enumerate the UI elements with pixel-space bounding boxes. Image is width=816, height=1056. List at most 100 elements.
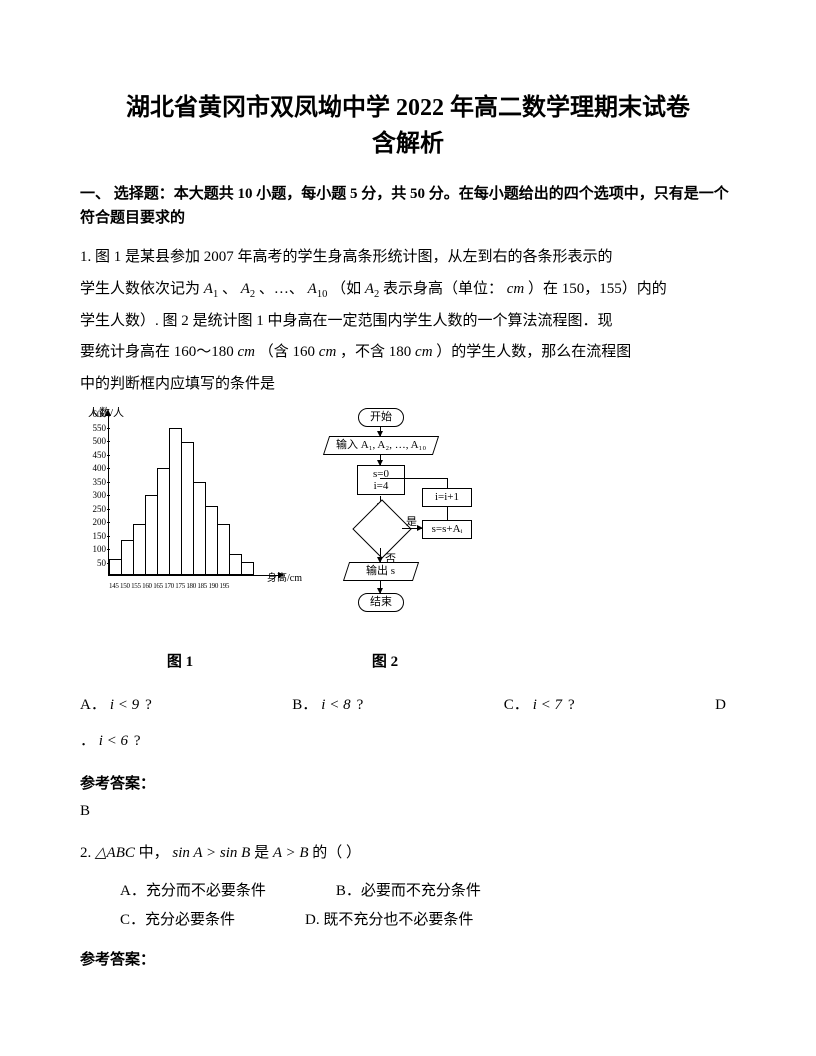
unit-cm: cm [415, 344, 433, 360]
ytick: 600 [93, 409, 107, 419]
hist-xticks: 145 150 155 160 165 170 175 180 185 190 … [109, 582, 229, 590]
q1-text: ）在 150，155）内的 [528, 281, 667, 297]
flow-inc: i=i+1 [422, 488, 472, 507]
unit-cm: cm [319, 344, 337, 360]
hist-xlabel: 身高/cm [267, 569, 302, 584]
hist-yticks: 50 100 150 200 250 300 350 400 450 500 5… [80, 414, 108, 576]
doc-title: 湖北省黄冈市双凤坳中学 2022 年高二数学理期末试卷 含解析 [80, 90, 736, 162]
page: 湖北省黄冈市双凤坳中学 2022 年高二数学理期末试卷 含解析 一、 选择题：本… [0, 0, 816, 1056]
answer-label: 参考答案： [80, 772, 736, 793]
q1-text: 中的判断框内应填写的条件是 [80, 376, 275, 392]
var-A2: A [241, 281, 250, 297]
flow-yes-label: 是 [406, 513, 417, 529]
option-d-cont: ． i < 6 ? [80, 726, 736, 758]
q1-text: 、…、 [259, 281, 304, 297]
ytick: 50 [97, 558, 106, 568]
q2-num: 2. [80, 845, 95, 861]
unit-cm: cm [507, 281, 525, 297]
opt-expr: i < 9 [110, 689, 139, 722]
q1-answer: B [80, 803, 736, 820]
ytick: 250 [93, 504, 107, 514]
hist-x-axis [108, 575, 280, 576]
option-d: D [715, 689, 726, 722]
opt-label: A． [80, 689, 106, 722]
unit-cm: cm [238, 344, 256, 360]
q2-text: 是 [254, 845, 273, 861]
qmark: ? [568, 689, 575, 722]
q2-text: 的（ ） [312, 845, 361, 861]
opt-expr: i < 8 [321, 689, 350, 722]
ytick: 150 [93, 531, 107, 541]
flow-end: 结束 [358, 593, 404, 612]
flow-input: 输入 A₁, A₂, …, A₁₀ [323, 436, 439, 455]
flow-arrow [380, 426, 381, 436]
opt-label: ． [80, 733, 95, 749]
q2-option-d: D. 既不充分也不必要条件 [305, 906, 473, 935]
q1-text: 1. 图 1 是某县参加 2007 年高考的学生身高条形统计图，从左到右的各条形… [80, 249, 613, 265]
q2-tri: △ABC [95, 845, 135, 861]
flow-arrow [380, 455, 381, 465]
q2-text: 中， [139, 845, 169, 861]
answer-label-2: 参考答案： [80, 948, 736, 969]
hist-bar [241, 562, 254, 575]
q2-options: A．充分而不必要条件 B．必要而不充分条件 C．充分必要条件 D. 既不充分也不… [80, 877, 736, 934]
ytick: 200 [93, 517, 107, 527]
opt-expr: i < 6 [99, 733, 128, 749]
q2-stem: 2. △ABC 中， sin A > sin B 是 A > B 的（ ） [80, 838, 736, 870]
q1-options: A． i < 9 ? B． i < 8 ? C． i < 7 ? D [80, 689, 736, 722]
option-b: B． i < 8 ? [292, 689, 363, 722]
ytick: 550 [93, 423, 107, 433]
var-A1: A [204, 281, 213, 297]
flow-line [447, 478, 448, 488]
qmark: ? [145, 689, 152, 722]
flowchart-fig2: 开始 输入 A₁, A₂, …, A₁₀ s=0i=4 是 s=s+Aᵢ i=i… [310, 408, 480, 640]
q2-option-c: C．充分必要条件 [120, 906, 235, 935]
ytick: 100 [93, 544, 107, 554]
qmark: ? [134, 733, 141, 749]
flow-line [380, 478, 447, 479]
q2-option-a: A．充分而不必要条件 [120, 877, 266, 906]
fig-captions: 图 1 图 2 [80, 650, 736, 671]
title-line1: 湖北省黄冈市双凤坳中学 2022 年高二数学理期末试卷 [126, 95, 690, 121]
q1-text: 表示身高（单位： [383, 281, 503, 297]
q2-cond: sin A > sin B [172, 845, 250, 861]
fig1-caption: 图 1 [80, 650, 280, 671]
var-A10: A [308, 281, 317, 297]
figures-row: 人数/人 身高/cm 50 100 150 200 250 300 350 40… [80, 408, 736, 640]
qmark: ? [357, 689, 364, 722]
var-A2b: A [365, 281, 374, 297]
q2-option-b: B．必要而不充分条件 [336, 877, 481, 906]
opt-label: D [715, 689, 726, 722]
flow-acc: s=s+Aᵢ [422, 520, 472, 539]
opt-label: B． [292, 689, 317, 722]
flow-arrow [380, 548, 381, 562]
flow-decision [352, 499, 411, 558]
ytick: 450 [93, 450, 107, 460]
section-1-heading: 一、 选择题：本大题共 10 小题，每小题 5 分，共 50 分。在每小题给出的… [80, 182, 736, 230]
q1-text: ）的学生人数，那么在流程图 [436, 344, 631, 360]
q1-text: 学生人数依次记为 [80, 281, 204, 297]
q1-text: 、 [222, 281, 237, 297]
opt-label: C． [504, 689, 529, 722]
q1-para: 1. 图 1 是某县参加 2007 年高考的学生身高条形统计图，从左到右的各条形… [80, 242, 736, 400]
fig2-caption: 图 2 [310, 650, 460, 671]
q1-text: 要统计身高在 160～180 [80, 344, 234, 360]
q2-concl: A > B [273, 845, 309, 861]
option-c: C． i < 7 ? [504, 689, 575, 722]
q1-text: 学生人数）. 图 2 是统计图 1 中身高在一定范围内学生人数的一个算法流程图．… [80, 313, 613, 329]
ytick: 350 [93, 477, 107, 487]
q1-text: （含 160 [259, 344, 315, 360]
ytick: 400 [93, 463, 107, 473]
q1-text: （如 [331, 281, 365, 297]
title-line2: 含解析 [372, 131, 444, 157]
flow-start: 开始 [358, 408, 404, 427]
ytick: 300 [93, 490, 107, 500]
flow-init: s=0i=4 [357, 465, 405, 495]
opt-expr: i < 7 [533, 689, 562, 722]
ytick: 500 [93, 436, 107, 446]
flow-arrow [380, 581, 381, 593]
histogram-fig1: 人数/人 身高/cm 50 100 150 200 250 300 350 40… [80, 408, 280, 598]
option-a: A． i < 9 ? [80, 689, 152, 722]
q1-text: ，不含 180 [340, 344, 411, 360]
hist-bars [109, 415, 253, 575]
